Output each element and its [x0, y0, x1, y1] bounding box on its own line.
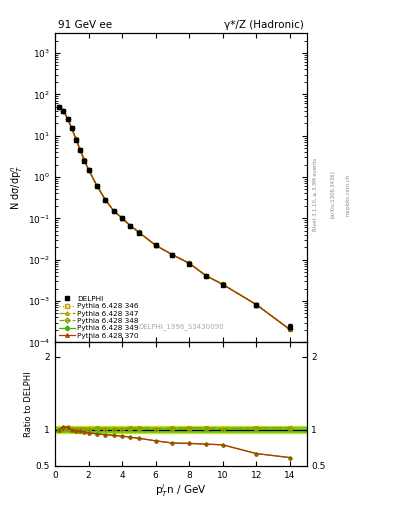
Text: 91 GeV ee: 91 GeV ee — [57, 20, 112, 30]
Text: [arXiv:1306.3436]: [arXiv:1306.3436] — [330, 170, 335, 219]
Y-axis label: N dσ/dp$_T^n$: N dσ/dp$_T^n$ — [9, 165, 25, 210]
X-axis label: p$_T^i$n / GeV: p$_T^i$n / GeV — [155, 482, 207, 499]
Legend: DELPHI, Pythia 6.428 346, Pythia 6.428 347, Pythia 6.428 348, Pythia 6.428 349, : DELPHI, Pythia 6.428 346, Pythia 6.428 3… — [57, 294, 140, 340]
Y-axis label: Ratio to DELPHI: Ratio to DELPHI — [24, 371, 33, 437]
Text: Rivet 3.1.10, ≥ 3.3M events: Rivet 3.1.10, ≥ 3.3M events — [312, 158, 318, 231]
Text: mcplots.cern.ch: mcplots.cern.ch — [345, 174, 350, 216]
Text: DELPHI_1996_S3430090: DELPHI_1996_S3430090 — [138, 323, 224, 330]
Text: γ*/Z (Hadronic): γ*/Z (Hadronic) — [224, 20, 304, 30]
